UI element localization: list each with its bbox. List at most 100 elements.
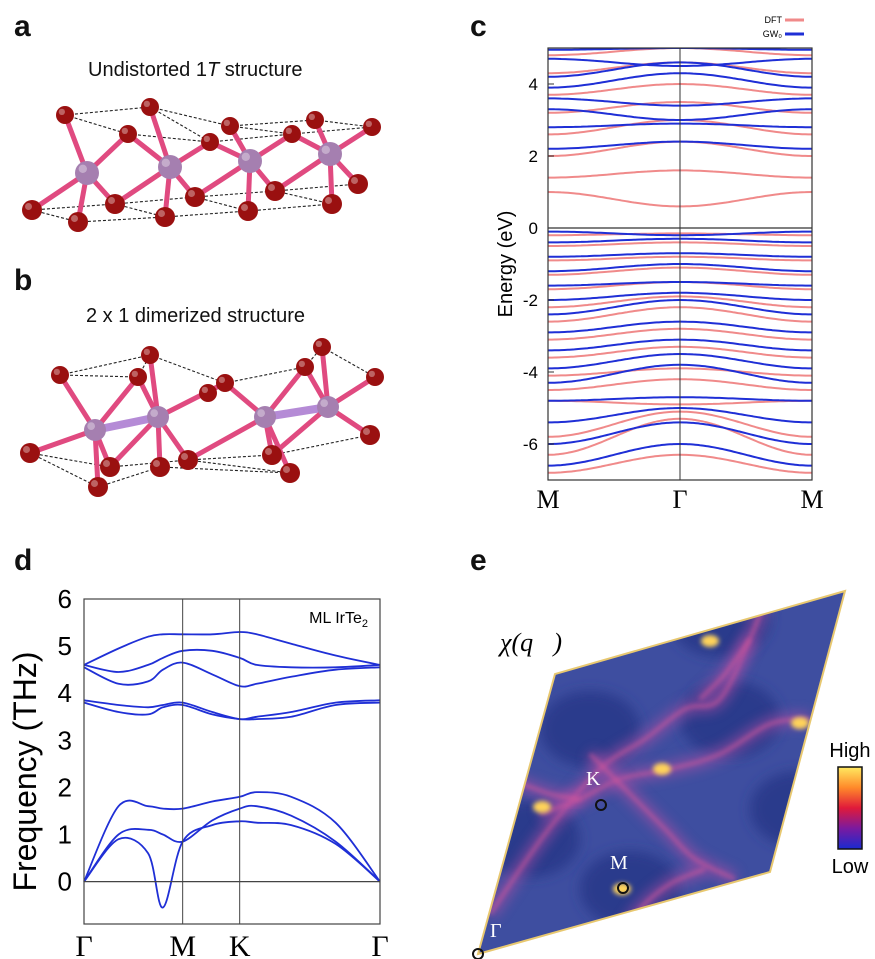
cell-edge — [149, 354, 226, 384]
y-tick-label: 6 — [58, 584, 72, 614]
band-line — [548, 48, 812, 51]
te-atom — [265, 181, 285, 201]
te-atom — [51, 366, 69, 384]
point-label: M — [610, 852, 628, 874]
y-tick-label: 0 — [529, 219, 538, 238]
phonon-branch — [83, 804, 381, 883]
hot-spot — [533, 801, 551, 813]
low-region — [540, 691, 640, 767]
te-atom — [119, 125, 137, 143]
point-label: K — [586, 768, 601, 790]
cell-edge — [77, 216, 166, 223]
cell-edge — [114, 196, 196, 205]
phonon-branch — [83, 701, 381, 721]
ir-atom — [254, 406, 276, 428]
y-tick-label: -2 — [523, 291, 538, 310]
phonon-branch — [83, 649, 381, 673]
te-atom — [20, 443, 40, 463]
point-label: Γ — [490, 920, 502, 942]
legend-entry: DFT — [765, 15, 783, 25]
te-atom — [185, 187, 205, 207]
cell-edge — [149, 106, 231, 127]
te-atom — [129, 368, 147, 386]
te-atom — [22, 200, 42, 220]
bond — [27, 427, 98, 456]
y-axis-label: Energy (eV) — [495, 211, 517, 318]
susceptibility-ridge-core — [698, 638, 752, 701]
y-tick-label: 5 — [58, 631, 72, 661]
brillouin-zone-edge — [476, 589, 847, 956]
cell-edge — [321, 346, 376, 378]
y-axis-label: Frequency (THz) — [7, 651, 43, 891]
ir-atom — [147, 406, 169, 428]
te-atom — [105, 194, 125, 214]
undistorted-1t-structure — [22, 98, 381, 232]
cell-edge — [59, 374, 139, 378]
ir-atom — [84, 419, 106, 441]
y-tick-label: 4 — [58, 678, 72, 708]
te-atom — [100, 457, 120, 477]
panel-label-a: a — [14, 10, 31, 43]
phonon-branch — [83, 820, 381, 909]
annotation-subscript: 2 — [362, 618, 368, 630]
y-tick-label: 2 — [529, 147, 538, 166]
phonon-branch — [83, 661, 381, 688]
cell-edge — [291, 126, 373, 135]
te-atom — [322, 194, 342, 214]
cell-edge — [127, 133, 211, 143]
annotation-text: ML IrTe — [309, 610, 362, 627]
te-atom — [68, 212, 88, 232]
high-symmetry-point — [472, 948, 484, 959]
te-atom — [141, 98, 159, 116]
cell-edge — [247, 203, 333, 212]
te-atom — [360, 425, 380, 445]
panel-a-title: Undistorted 1T structure — [88, 59, 303, 81]
cell-edge — [109, 459, 189, 468]
cell-edge — [209, 133, 293, 143]
cell-edge — [229, 125, 293, 135]
bond — [107, 414, 161, 470]
band-line — [548, 48, 812, 57]
x-tick-label: M — [800, 485, 823, 514]
y-tick-label: 0 — [58, 867, 72, 897]
te-atom — [262, 445, 282, 465]
panel-label-c: c — [470, 10, 487, 43]
plot-frame — [547, 47, 813, 481]
x-tick-label: K — [229, 930, 251, 959]
colorbar — [837, 766, 863, 850]
cell-edge — [114, 203, 166, 218]
plot-frame — [83, 598, 381, 925]
susceptibility-map: χ(q⃗) Γ K M High Low — [472, 589, 871, 959]
ir-atom — [238, 149, 262, 173]
te-atom — [366, 368, 384, 386]
band-structure-chart: -6 -4 -2 0 2 4 M Γ M Energy (eV) DFT GW₀ — [495, 15, 824, 514]
x-tick-label: Γ — [672, 485, 687, 514]
colorbar-high-label: High — [829, 740, 870, 762]
high-symmetry-point — [595, 799, 607, 811]
te-atom — [155, 207, 175, 227]
te-atom — [141, 346, 159, 364]
te-atom — [296, 358, 314, 376]
phonon-branch — [83, 699, 381, 721]
bond — [92, 374, 141, 433]
te-atom — [363, 118, 381, 136]
colorbar-low-label: Low — [832, 856, 869, 878]
heatmap-title: χ(q⃗) — [497, 628, 562, 657]
te-atom — [178, 450, 198, 470]
high-symmetry-point — [617, 882, 629, 894]
cell-edge — [187, 454, 273, 461]
phonon-branch — [83, 791, 381, 883]
ir-atom — [318, 142, 342, 166]
panel-b-title: 2 x 1 dimerized structure — [86, 305, 305, 327]
cell-edge — [271, 434, 371, 456]
hot-spot — [653, 763, 671, 775]
te-atom — [56, 106, 74, 124]
te-atom — [348, 174, 368, 194]
te-atom — [150, 457, 170, 477]
ir-atom — [75, 161, 99, 185]
cell-edge — [29, 452, 99, 488]
bond — [269, 404, 331, 458]
x-tick-label: Γ — [371, 930, 388, 959]
te-atom — [306, 111, 324, 129]
x-tick-label: M — [536, 485, 559, 514]
